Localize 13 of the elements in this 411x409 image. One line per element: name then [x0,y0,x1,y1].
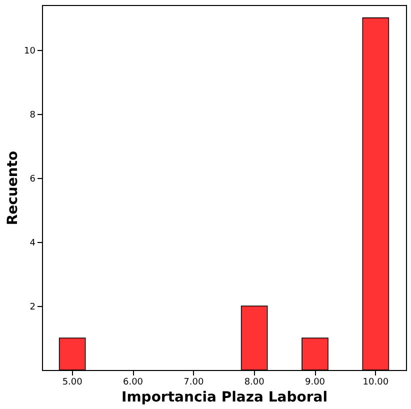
x-tick-label: 8.00 [244,378,265,388]
x-tick-label: 5.00 [62,378,83,388]
x-tick-label: 9.00 [304,378,326,388]
x-axis-title: Importancia Plaza Laboral [121,390,328,406]
x-tick-label: 6.00 [122,378,144,388]
x-tick-label: 7.00 [184,378,204,388]
y-axis-title: Recuento [5,150,22,226]
y-tick-label: 10 [24,46,36,56]
y-tick-label: 2 [30,302,36,312]
y-tick-label: 8 [30,110,36,120]
y-tick-label: 6 [30,174,36,184]
x-tick-label: 10.00 [362,378,389,388]
y-tick-label: 4 [30,238,36,248]
